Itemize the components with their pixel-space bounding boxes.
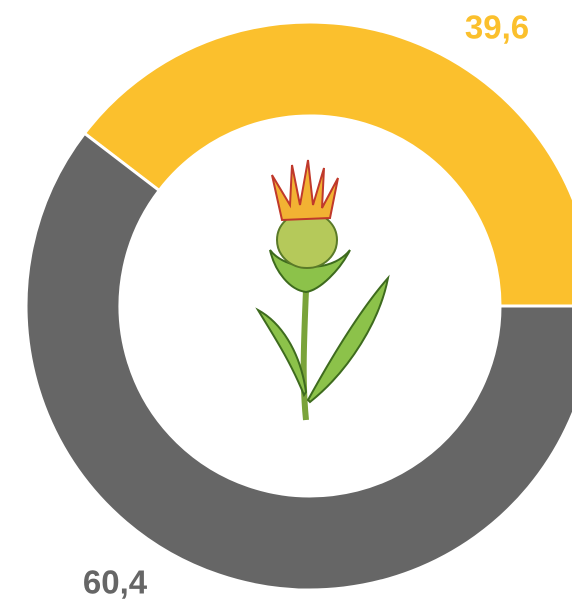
page: {"chart_data": {"type": "donut", "values… (0, 0, 572, 610)
thistle-illustration (258, 160, 388, 420)
chart: 39,6 60,4 (0, 0, 572, 610)
donut (26, 22, 572, 590)
value-label: 39,6 (465, 9, 529, 46)
value-label: 60,4 (83, 564, 148, 601)
